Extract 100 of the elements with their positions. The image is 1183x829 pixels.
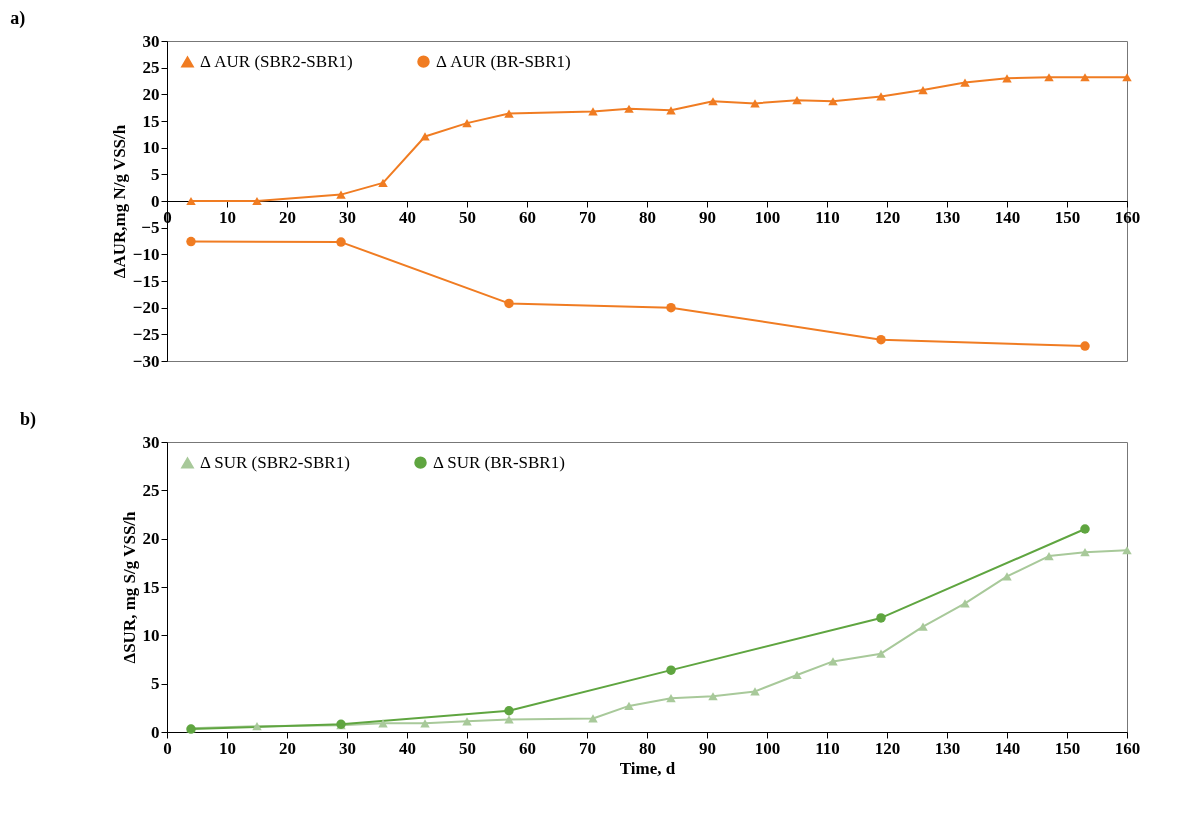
point — [252, 722, 262, 731]
point — [828, 657, 838, 666]
x-tick-label: 20 — [279, 207, 296, 227]
x-tick-label: 80 — [639, 738, 656, 758]
point — [708, 97, 718, 106]
point — [792, 96, 802, 105]
legend-label: Δ AUR (SBR2-SBR1) — [200, 51, 353, 71]
point — [186, 196, 196, 206]
point — [918, 622, 928, 631]
y-tick-label: 10 — [142, 625, 160, 645]
x-tick-label: 40 — [399, 207, 416, 227]
x-tick-label: 60 — [519, 738, 536, 758]
y-tick-label: 15 — [142, 111, 160, 131]
point — [876, 649, 886, 658]
x-tick-label: 90 — [699, 738, 716, 758]
point — [1080, 524, 1090, 534]
x-tick-label: 60 — [519, 207, 536, 227]
x-tick-label: 30 — [339, 207, 356, 227]
point — [588, 107, 598, 116]
point — [1080, 341, 1090, 351]
x-tick-label: 30 — [339, 738, 356, 758]
x-tick-label: 80 — [639, 207, 656, 227]
point — [1080, 73, 1090, 82]
point — [666, 302, 676, 313]
y-tick-label: 15 — [142, 577, 160, 597]
chart-title: b) — [20, 409, 37, 430]
point — [918, 85, 928, 95]
point — [186, 236, 196, 247]
point — [666, 665, 676, 675]
x-axis-title: Time, d — [619, 758, 676, 778]
point — [666, 694, 676, 703]
y-tick-label: −25 — [132, 324, 160, 344]
x-tick-label: 70 — [579, 207, 596, 227]
legend-label: Δ SUR (BR-SBR1) — [433, 452, 565, 472]
x-tick-label: 90 — [699, 207, 716, 227]
x-tick-label: 100 — [754, 207, 781, 227]
x-tick-label: 130 — [934, 207, 961, 227]
point — [588, 714, 598, 723]
point — [504, 298, 514, 309]
point — [828, 97, 838, 106]
point — [708, 692, 718, 701]
point — [420, 132, 430, 141]
x-tick-label: 100 — [754, 738, 781, 758]
point — [504, 109, 514, 118]
point — [378, 178, 388, 187]
point — [252, 196, 262, 206]
x-tick-label: 20 — [279, 738, 296, 758]
y-tick-label: −10 — [132, 244, 160, 264]
x-tick-label: 120 — [874, 207, 901, 227]
y-tick-label: 30 — [142, 31, 160, 51]
y-tick-label: −15 — [132, 271, 160, 291]
y-tick-label: 5 — [151, 164, 160, 184]
x-tick-label: 50 — [459, 207, 476, 227]
x-tick-label: 40 — [399, 738, 416, 758]
point — [336, 190, 346, 199]
y-tick-label: 0 — [151, 722, 160, 742]
y-axis-title: ΔSUR, mg S/g VSS/h — [119, 510, 139, 664]
x-tick-label: 120 — [874, 738, 901, 758]
y-tick-label: 5 — [151, 674, 160, 694]
legend-label: Δ SUR (SBR2-SBR1) — [200, 452, 350, 472]
x-tick-label: 50 — [459, 738, 476, 758]
y-tick-label: −20 — [132, 298, 160, 318]
point — [792, 670, 802, 680]
point — [876, 92, 886, 101]
x-tick-label: 70 — [579, 738, 596, 758]
x-tick-label: 160 — [1114, 207, 1141, 227]
point — [876, 334, 886, 345]
point — [750, 687, 760, 696]
point — [624, 701, 634, 711]
x-tick-label: 160 — [1114, 738, 1141, 758]
y-tick-label: 10 — [142, 138, 160, 158]
point — [1044, 73, 1054, 82]
y-tick-label: 25 — [142, 480, 160, 500]
point — [1122, 546, 1132, 555]
x-tick-label: 10 — [219, 207, 236, 227]
point — [750, 99, 760, 108]
y-tick-label: 0 — [151, 191, 160, 211]
point — [1044, 551, 1054, 561]
x-tick-label: 130 — [934, 738, 961, 758]
x-tick-label: 140 — [994, 738, 1021, 758]
point — [960, 599, 970, 608]
point — [1080, 548, 1090, 557]
y-tick-label: −30 — [132, 351, 160, 371]
point — [624, 104, 634, 113]
x-tick-label: 140 — [994, 207, 1021, 227]
text: a) — [10, 8, 26, 29]
point — [876, 613, 886, 623]
point — [504, 706, 514, 716]
y-tick-label: 20 — [142, 529, 160, 549]
point — [960, 78, 970, 87]
point — [336, 237, 346, 247]
point — [1122, 73, 1132, 82]
y-tick-label: −5 — [141, 218, 160, 238]
y-axis-title: ΔAUR,mg N/g VSS/h — [109, 124, 129, 279]
x-tick-label: 110 — [815, 738, 840, 758]
point — [504, 715, 514, 724]
y-tick-label: 20 — [142, 84, 160, 104]
y-tick-label: 25 — [142, 58, 160, 78]
y-tick-label: 30 — [142, 432, 160, 452]
x-tick-label: 150 — [1054, 738, 1081, 758]
